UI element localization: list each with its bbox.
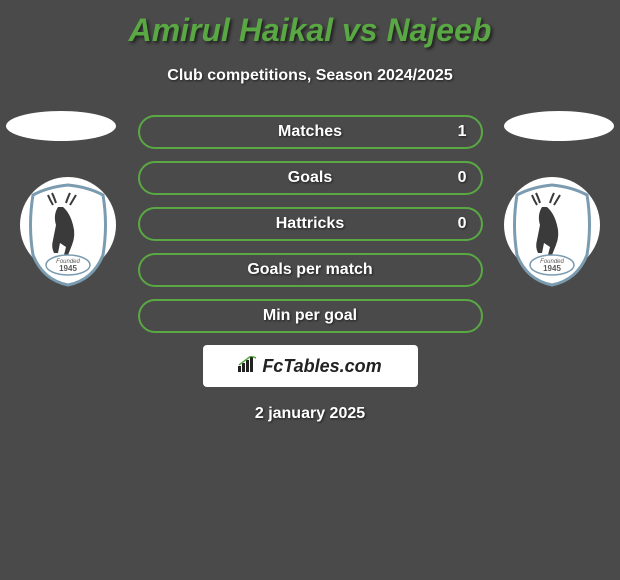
stat-row-goals-per-match: Goals per match <box>138 253 483 287</box>
flag-right <box>504 111 614 141</box>
chart-icon <box>238 356 258 377</box>
svg-text:1945: 1945 <box>543 264 561 273</box>
crest-left: Founded 1945 <box>18 175 118 290</box>
stat-label: Min per goal <box>263 307 357 325</box>
page-title: Amirul Haikal vs Najeeb <box>0 0 620 49</box>
stat-value-right: 1 <box>458 123 467 141</box>
stat-value-right: 0 <box>458 169 467 187</box>
crest-right-svg: Founded 1945 <box>502 175 602 290</box>
content-area: Founded 1945 Founded 1945 Matches 1 Goal… <box>0 115 620 423</box>
stat-row-matches: Matches 1 <box>138 115 483 149</box>
crest-right: Founded 1945 <box>502 175 602 290</box>
logo-box: FcTables.com <box>203 345 418 387</box>
date: 2 january 2025 <box>0 405 620 423</box>
stat-label: Goals per match <box>247 261 372 279</box>
crest-left-svg: Founded 1945 <box>18 175 118 290</box>
stat-row-min-per-goal: Min per goal <box>138 299 483 333</box>
logo-text: FcTables.com <box>262 356 381 377</box>
stat-label: Goals <box>288 169 332 187</box>
logo: FcTables.com <box>238 356 381 377</box>
stat-row-hattricks: Hattricks 0 <box>138 207 483 241</box>
stat-value-right: 0 <box>458 215 467 233</box>
svg-text:1945: 1945 <box>59 264 77 273</box>
subtitle: Club competitions, Season 2024/2025 <box>0 67 620 85</box>
stat-label: Matches <box>278 123 342 141</box>
stat-label: Hattricks <box>276 215 344 233</box>
stat-row-goals: Goals 0 <box>138 161 483 195</box>
stats-container: Matches 1 Goals 0 Hattricks 0 Goals per … <box>138 115 483 333</box>
flag-left <box>6 111 116 141</box>
